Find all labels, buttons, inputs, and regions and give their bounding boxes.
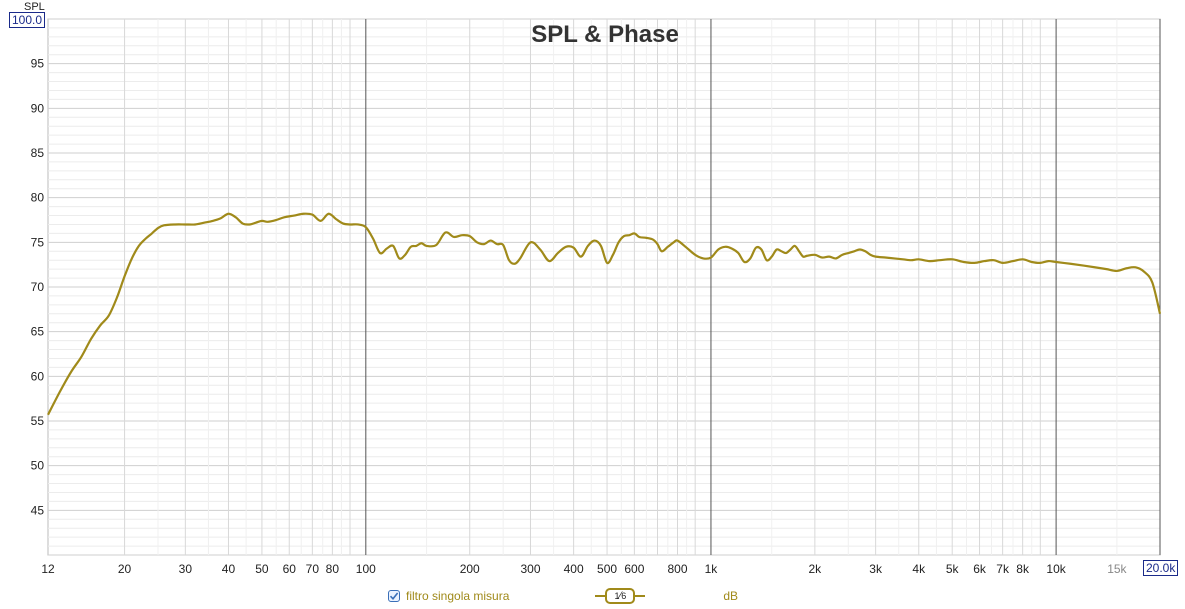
x-tick-label: 600 [624, 562, 644, 576]
y-tick-labels: 45 50 55 60 65 70 75 80 85 90 95 [31, 57, 45, 518]
legend-unit-label: dB [723, 589, 739, 603]
smoothing-denominator: 6 [621, 591, 627, 601]
x-tick-label: 200 [460, 562, 480, 576]
legend: filtro singola misura 1 ⁄ 6 dB [388, 585, 738, 607]
y-tick-label: 70 [31, 280, 45, 294]
y-tick-label: 85 [31, 146, 45, 160]
smoothing-numerator: 1 [614, 591, 620, 601]
y-axis-name: SPL [24, 1, 45, 13]
x-tick-label: 6k [973, 562, 987, 576]
x-tick-label: 40 [222, 562, 236, 576]
fraction-slash-icon: ⁄ [619, 590, 622, 602]
y-tick-label: 90 [31, 101, 45, 115]
x-tick-label: 20 [118, 562, 132, 576]
x-tick-label: 4k [912, 562, 926, 576]
y-tick-label: 55 [31, 414, 45, 428]
x-max-field[interactable]: 20.0k [1143, 560, 1179, 576]
x-tick-label: 5k [946, 562, 960, 576]
x-tick-label: 60 [283, 562, 297, 576]
x-tick-label: 500 [597, 562, 617, 576]
x-tick-label: 30 [179, 562, 193, 576]
y-max-field[interactable]: 100.0 [9, 12, 46, 28]
series-line-filtro-singola-misura [47, 212, 1162, 416]
checkmark-icon [389, 592, 399, 601]
x-tick-label: 50 [255, 562, 269, 576]
line-stub-icon [595, 595, 606, 597]
x-tick-label: 8k [1016, 562, 1030, 576]
smoothing-box[interactable]: 1 ⁄ 6 [605, 588, 636, 604]
x-tick-label: 100 [356, 562, 376, 576]
x-tick-label: 12 [41, 562, 55, 576]
x-tick-label: 70 [306, 562, 320, 576]
y-tick-label: 80 [31, 191, 45, 205]
y-tick-label: 45 [31, 503, 45, 517]
y-tick-label: 95 [31, 57, 45, 71]
x-tick-label: 80 [326, 562, 340, 576]
y-tick-label: 50 [31, 459, 45, 473]
x-tick-label: 15k [1107, 562, 1127, 576]
x-tick-label: 3k [869, 562, 883, 576]
x-tick-label: 10k [1046, 562, 1066, 576]
x-tick-label: 400 [564, 562, 584, 576]
y-tick-label: 75 [31, 235, 45, 249]
legend-series-label[interactable]: filtro singola misura [406, 589, 510, 603]
x-tick-label: 2k [809, 562, 823, 576]
x-tick-labels: 12 20 30 40 50 60 70 80 100 200 300 400 500 600 800 1k 2… [41, 562, 1127, 576]
smoothing-selector[interactable]: 1 ⁄ 6 [595, 588, 646, 604]
chart-title: SPL & Phase [531, 21, 679, 48]
grid [47, 18, 1161, 556]
x-tick-label: 7k [996, 562, 1010, 576]
x-tick-label: 800 [667, 562, 687, 576]
series-visibility-checkbox[interactable] [388, 590, 400, 602]
y-tick-label: 60 [31, 369, 45, 383]
x-tick-label: 1k [705, 562, 719, 576]
x-tick-label: 300 [520, 562, 540, 576]
y-tick-label: 65 [31, 325, 45, 339]
line-stub-icon [635, 595, 646, 597]
